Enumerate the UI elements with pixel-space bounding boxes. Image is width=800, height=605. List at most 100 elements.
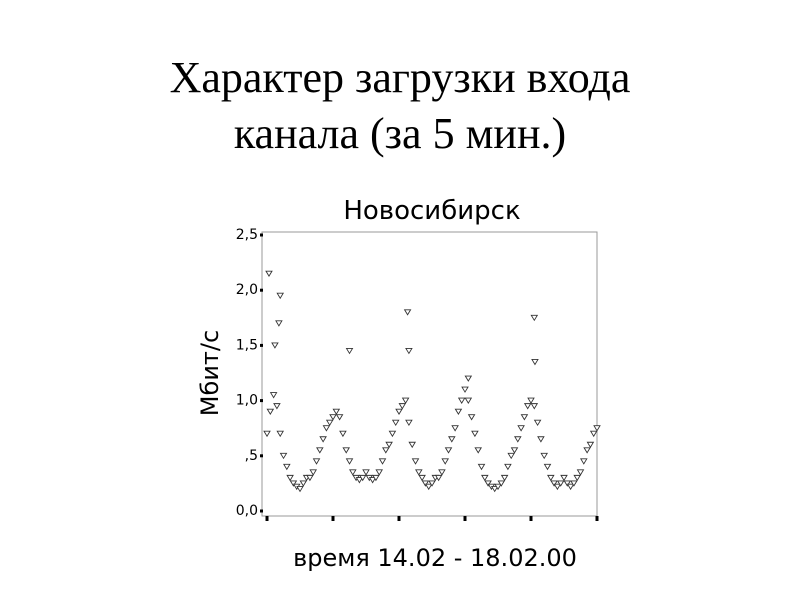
point — [286, 474, 294, 482]
point — [566, 483, 575, 491]
point — [497, 480, 506, 487]
point — [306, 474, 314, 482]
point — [464, 397, 473, 404]
point — [415, 469, 423, 476]
point — [514, 436, 522, 443]
point — [319, 436, 327, 443]
point — [273, 403, 281, 410]
point — [385, 441, 393, 449]
point — [378, 458, 387, 465]
point — [332, 408, 341, 416]
point — [309, 469, 318, 476]
x-axis-label: время 14.02 - 18.02.00 — [293, 544, 577, 572]
point — [342, 447, 351, 454]
point — [405, 419, 413, 427]
point — [553, 483, 562, 491]
point — [523, 403, 532, 410]
point — [271, 342, 279, 349]
point — [474, 447, 483, 454]
point — [471, 430, 479, 438]
point — [448, 436, 456, 443]
point — [403, 309, 412, 316]
point — [490, 485, 499, 493]
point — [362, 469, 370, 476]
point — [316, 447, 324, 454]
point — [507, 452, 515, 460]
point — [556, 480, 565, 487]
y-tick-label: 2,0 — [236, 282, 258, 298]
point — [276, 430, 285, 438]
point — [530, 314, 539, 322]
chart-title: Новосибирск — [343, 196, 520, 226]
point — [504, 463, 512, 471]
point — [322, 425, 331, 432]
point — [576, 469, 585, 476]
point — [299, 480, 308, 487]
point — [279, 452, 288, 460]
point — [533, 419, 542, 427]
point — [424, 483, 433, 491]
point — [283, 463, 291, 471]
point — [580, 458, 588, 465]
point — [438, 469, 446, 476]
point — [451, 425, 459, 432]
slide-title: Характер загрузки входа — [170, 53, 631, 102]
point — [368, 477, 377, 484]
point — [547, 474, 555, 482]
y-axis-label: Мбит/с — [196, 330, 224, 416]
y-tick-label: ,5 — [245, 448, 258, 464]
y-tick-label: 1,5 — [236, 337, 258, 353]
point — [335, 414, 344, 421]
point — [418, 474, 426, 482]
point — [358, 474, 367, 482]
point — [434, 474, 443, 482]
point — [411, 458, 420, 465]
point — [586, 441, 595, 449]
point — [289, 480, 298, 487]
point — [457, 397, 466, 404]
point — [560, 474, 568, 482]
point — [355, 477, 364, 484]
point — [265, 270, 273, 278]
point — [421, 480, 430, 487]
point — [329, 414, 337, 421]
point — [388, 430, 397, 438]
point — [573, 474, 581, 482]
point — [454, 408, 463, 416]
point — [405, 347, 413, 355]
point — [375, 469, 384, 476]
point — [520, 414, 529, 421]
y-tick-label: 2,5 — [236, 227, 258, 243]
slide-title: канала (за 5 мин.) — [234, 109, 566, 158]
point — [263, 430, 271, 438]
point — [510, 447, 519, 454]
point — [531, 359, 539, 366]
point — [395, 408, 403, 416]
point — [593, 425, 601, 432]
point — [428, 480, 436, 487]
point — [464, 375, 473, 382]
point — [540, 452, 548, 460]
plot-frame — [261, 231, 598, 517]
point — [349, 469, 357, 476]
point — [583, 447, 591, 454]
point — [537, 436, 545, 443]
point — [570, 480, 578, 487]
y-tick-label: 1,0 — [236, 393, 258, 409]
point — [339, 430, 347, 438]
point — [275, 320, 283, 327]
point — [517, 425, 525, 432]
point — [527, 397, 535, 404]
point — [391, 419, 400, 427]
point — [276, 292, 285, 300]
point — [467, 414, 476, 421]
point — [325, 419, 334, 427]
y-tick-label: 0,0 — [236, 503, 258, 519]
point — [296, 485, 304, 493]
point — [345, 458, 354, 465]
point — [372, 474, 380, 482]
point — [382, 447, 390, 454]
point — [266, 408, 275, 416]
